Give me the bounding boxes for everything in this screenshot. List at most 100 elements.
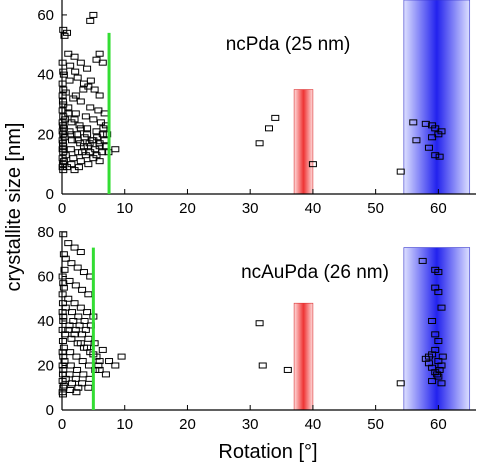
x-tick-label: 60 — [430, 416, 447, 433]
data-point — [58, 273, 67, 280]
data-point — [76, 59, 85, 66]
data-point — [396, 380, 405, 387]
data-point — [89, 137, 98, 144]
data-point — [428, 378, 437, 385]
data-point — [58, 80, 67, 87]
data-point — [76, 158, 85, 165]
data-point — [433, 371, 442, 378]
data-point — [58, 391, 67, 398]
data-point — [70, 244, 79, 251]
data-point — [86, 17, 95, 24]
data-point — [64, 240, 73, 247]
top-panel: 0 20 40 60 0 10 20 30 40 50 60 ncPda (25 nm) — [37, 0, 476, 217]
data-point — [73, 74, 82, 81]
data-point — [76, 304, 85, 311]
data-point — [76, 125, 85, 132]
data-point — [74, 384, 83, 391]
data-point — [60, 358, 69, 365]
y-tick-label: 40 — [37, 313, 54, 330]
data-point — [434, 289, 443, 296]
data-point — [95, 158, 104, 165]
data-point — [58, 309, 67, 316]
data-point — [83, 309, 92, 316]
data-point — [59, 149, 68, 156]
y-tick-label: 60 — [37, 269, 54, 286]
data-point — [86, 77, 95, 84]
data-point — [78, 286, 87, 293]
x-tick-label: 10 — [116, 200, 133, 217]
x-tick-label: 20 — [179, 200, 196, 217]
data-point — [59, 251, 68, 258]
data-point — [73, 137, 82, 144]
data-point — [58, 378, 67, 385]
data-point — [68, 309, 77, 316]
data-point — [83, 131, 92, 138]
x-tick-label: 0 — [58, 416, 66, 433]
x-tick-label: 40 — [305, 200, 322, 217]
data-point — [95, 143, 104, 150]
data-point — [68, 380, 77, 387]
data-point — [59, 167, 68, 174]
x-tick-label: 10 — [116, 416, 133, 433]
data-point — [83, 344, 92, 351]
x-tick-label: 50 — [367, 200, 384, 217]
x-tick-label: 40 — [305, 416, 322, 433]
data-point — [78, 149, 87, 156]
data-point — [258, 362, 267, 369]
data-point — [72, 353, 81, 360]
data-point — [58, 98, 67, 105]
data-point — [66, 146, 75, 153]
x-tick-label: 30 — [242, 200, 259, 217]
data-point — [69, 318, 78, 324]
x-tick-label: 50 — [367, 416, 384, 433]
data-point — [435, 153, 444, 160]
data-point — [59, 353, 68, 360]
data-point — [70, 331, 79, 338]
data-point — [424, 144, 433, 151]
data-point — [428, 134, 437, 141]
data-point — [59, 86, 68, 93]
data-point — [81, 113, 90, 120]
red-band — [293, 89, 314, 195]
data-point — [58, 300, 67, 307]
data-point — [59, 68, 68, 75]
data-point — [396, 168, 405, 175]
data-point — [95, 50, 104, 57]
data-point — [95, 358, 104, 365]
data-point — [438, 353, 447, 360]
data-point — [64, 295, 73, 302]
data-point — [83, 65, 92, 72]
data-point — [59, 131, 68, 138]
data-point — [66, 62, 75, 69]
data-point — [255, 320, 264, 327]
data-point — [89, 116, 98, 123]
data-point — [60, 266, 69, 273]
data-point — [58, 140, 67, 147]
panel-title: ncAuPda (26 nm) — [241, 262, 389, 283]
data-point — [111, 362, 120, 369]
x-tick-label: 30 — [242, 416, 259, 433]
data-point — [412, 137, 421, 144]
data-point — [95, 366, 104, 373]
y-tick-label: 60 — [37, 7, 54, 24]
data-point — [283, 366, 292, 373]
data-point — [66, 362, 75, 369]
data-point — [75, 322, 84, 329]
y-tick-label: 20 — [37, 358, 54, 375]
data-point — [59, 284, 68, 291]
data-point — [78, 358, 87, 365]
data-point — [67, 131, 76, 138]
data-point — [431, 331, 440, 338]
data-point — [89, 11, 98, 18]
y-tick-label: 20 — [37, 126, 54, 143]
data-point — [81, 326, 90, 333]
red-band — [293, 302, 314, 411]
data-point — [59, 231, 68, 238]
data-point — [73, 131, 82, 138]
data-point — [418, 257, 427, 264]
x-axis-label: Rotation [°] — [218, 441, 317, 463]
data-point — [58, 92, 67, 99]
data-point — [424, 360, 433, 367]
data-point — [84, 335, 93, 342]
